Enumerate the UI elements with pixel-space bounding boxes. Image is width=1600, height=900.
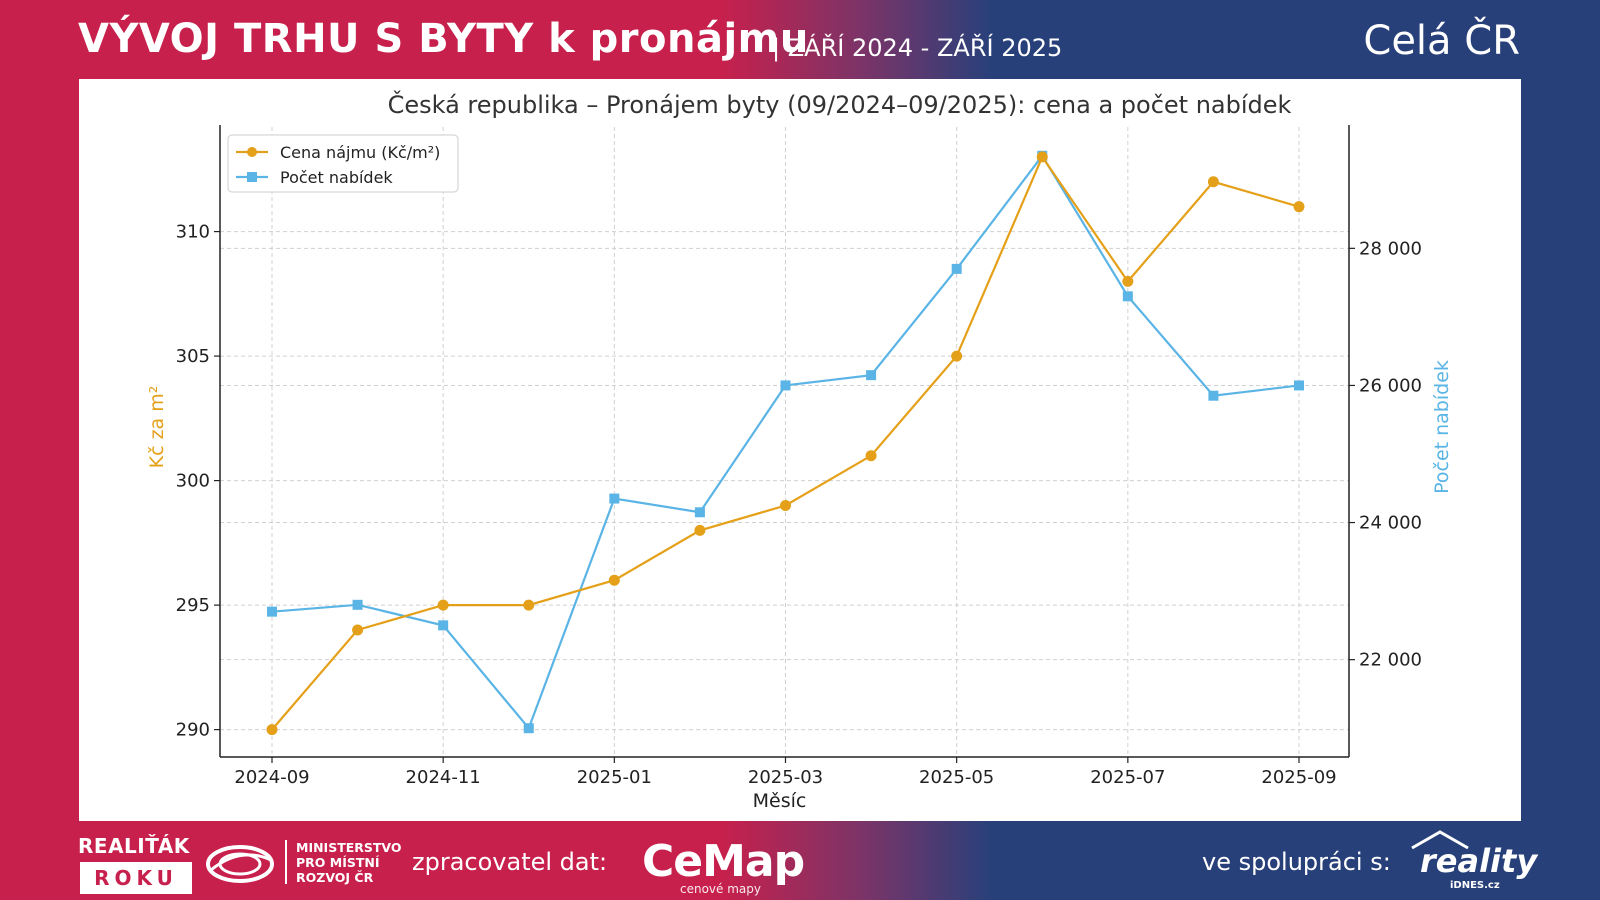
y-right-tick-label: 28 000 bbox=[1359, 238, 1422, 259]
region-label: Celá ČR bbox=[1363, 18, 1520, 64]
reality-subtitle: iDNES.cz bbox=[1450, 880, 1500, 891]
price-series-point bbox=[780, 499, 791, 511]
offers-series-point bbox=[523, 723, 534, 734]
offers-series-point bbox=[267, 606, 277, 617]
price-series-point bbox=[352, 624, 364, 636]
y-left-axis-label: Kč za m² bbox=[146, 386, 168, 469]
offers-series-point bbox=[951, 263, 962, 274]
legend-price-label: Cena nájmu (Kč/m²) bbox=[280, 143, 440, 162]
offers-series-point bbox=[780, 380, 791, 391]
price-series-point bbox=[1293, 201, 1305, 213]
price-series-point bbox=[951, 350, 963, 362]
page-title: VÝVOJ TRHU S BYTY k pronájmu bbox=[78, 16, 809, 62]
offers-series-point bbox=[609, 493, 620, 504]
y-right-tick-label: 24 000 bbox=[1359, 513, 1422, 534]
house-roof-icon bbox=[1411, 830, 1469, 850]
price-series-point bbox=[523, 599, 535, 611]
x-tick-label: 2025-07 bbox=[1090, 767, 1165, 788]
y-left-tick-label: 305 bbox=[176, 346, 210, 367]
y-left-tick-label: 290 bbox=[176, 720, 210, 741]
ministry-divider bbox=[285, 840, 287, 884]
footer: REALIŤÁK ROKU MINISTERSTVO PRO MÍSTNÍ RO… bbox=[0, 826, 1600, 900]
ministry-logo-icon bbox=[206, 845, 274, 883]
price-series-point bbox=[1207, 176, 1219, 188]
ministry-name: MINISTERSTVO PRO MÍSTNÍ ROZVOJ ČR bbox=[296, 840, 402, 885]
price-series-point bbox=[266, 724, 278, 736]
chart-title: Česká republika – Pronájem byty (09/2024… bbox=[388, 89, 1292, 119]
x-axis-label: Měsíc bbox=[753, 790, 807, 812]
chart-panel: 2024-09 2024-11 2025-01 2025-03 2025-05 2025-… bbox=[79, 79, 1521, 821]
price-series-point bbox=[437, 599, 449, 611]
price-series-point bbox=[608, 574, 620, 586]
award-label: REALIŤÁK bbox=[78, 834, 190, 858]
chart: 2024-09 2024-11 2025-01 2025-03 2025-05 2025-… bbox=[146, 89, 1453, 812]
reality-logo: reality bbox=[1420, 842, 1538, 880]
price-series-point bbox=[694, 524, 706, 536]
offers-series-point bbox=[1122, 291, 1133, 302]
cemap-logo: CeMap bbox=[642, 836, 805, 887]
y-right-tick-label: 22 000 bbox=[1359, 650, 1422, 671]
y-left-tick-label: 310 bbox=[176, 222, 210, 243]
x-tick-label: 2024-09 bbox=[234, 767, 309, 788]
offers-series-point bbox=[438, 620, 449, 631]
offers-series-point bbox=[1294, 380, 1304, 391]
price-series-point bbox=[1122, 275, 1134, 287]
y-right-tick-label: 26 000 bbox=[1359, 375, 1422, 396]
price-series-point bbox=[865, 450, 877, 462]
y-left-tick-label: 295 bbox=[176, 595, 210, 616]
legend-offers-label: Počet nabídek bbox=[280, 168, 393, 187]
page-period: | ZÁŘÍ 2024 - ZÁŘÍ 2025 bbox=[772, 34, 1063, 62]
award-badge: ROKU bbox=[80, 862, 192, 894]
legend-box bbox=[227, 134, 459, 193]
price-series-point bbox=[1036, 151, 1048, 163]
x-tick-label: 2025-03 bbox=[748, 767, 823, 788]
x-tick-label: 2025-09 bbox=[1261, 767, 1336, 788]
y-left-tick-label: 300 bbox=[176, 471, 210, 492]
x-tick-label: 2024-11 bbox=[406, 767, 481, 788]
x-tick-label: 2025-05 bbox=[919, 767, 994, 788]
y-right-axis-label: Počet nabídek bbox=[1431, 360, 1453, 494]
partner-label: ve spolupráci s: bbox=[1202, 848, 1391, 876]
offers-series-point bbox=[1208, 390, 1219, 401]
offers-series-point bbox=[694, 507, 705, 518]
offers-series-point bbox=[352, 599, 363, 610]
x-tick-label: 2025-01 bbox=[577, 767, 652, 788]
processor-label: zpracovatel dat: bbox=[412, 848, 608, 876]
offers-series-point bbox=[866, 370, 877, 381]
legend-price-marker bbox=[247, 147, 257, 157]
legend-offers-marker bbox=[247, 172, 257, 182]
cemap-subtitle: cenové mapy bbox=[680, 882, 761, 896]
